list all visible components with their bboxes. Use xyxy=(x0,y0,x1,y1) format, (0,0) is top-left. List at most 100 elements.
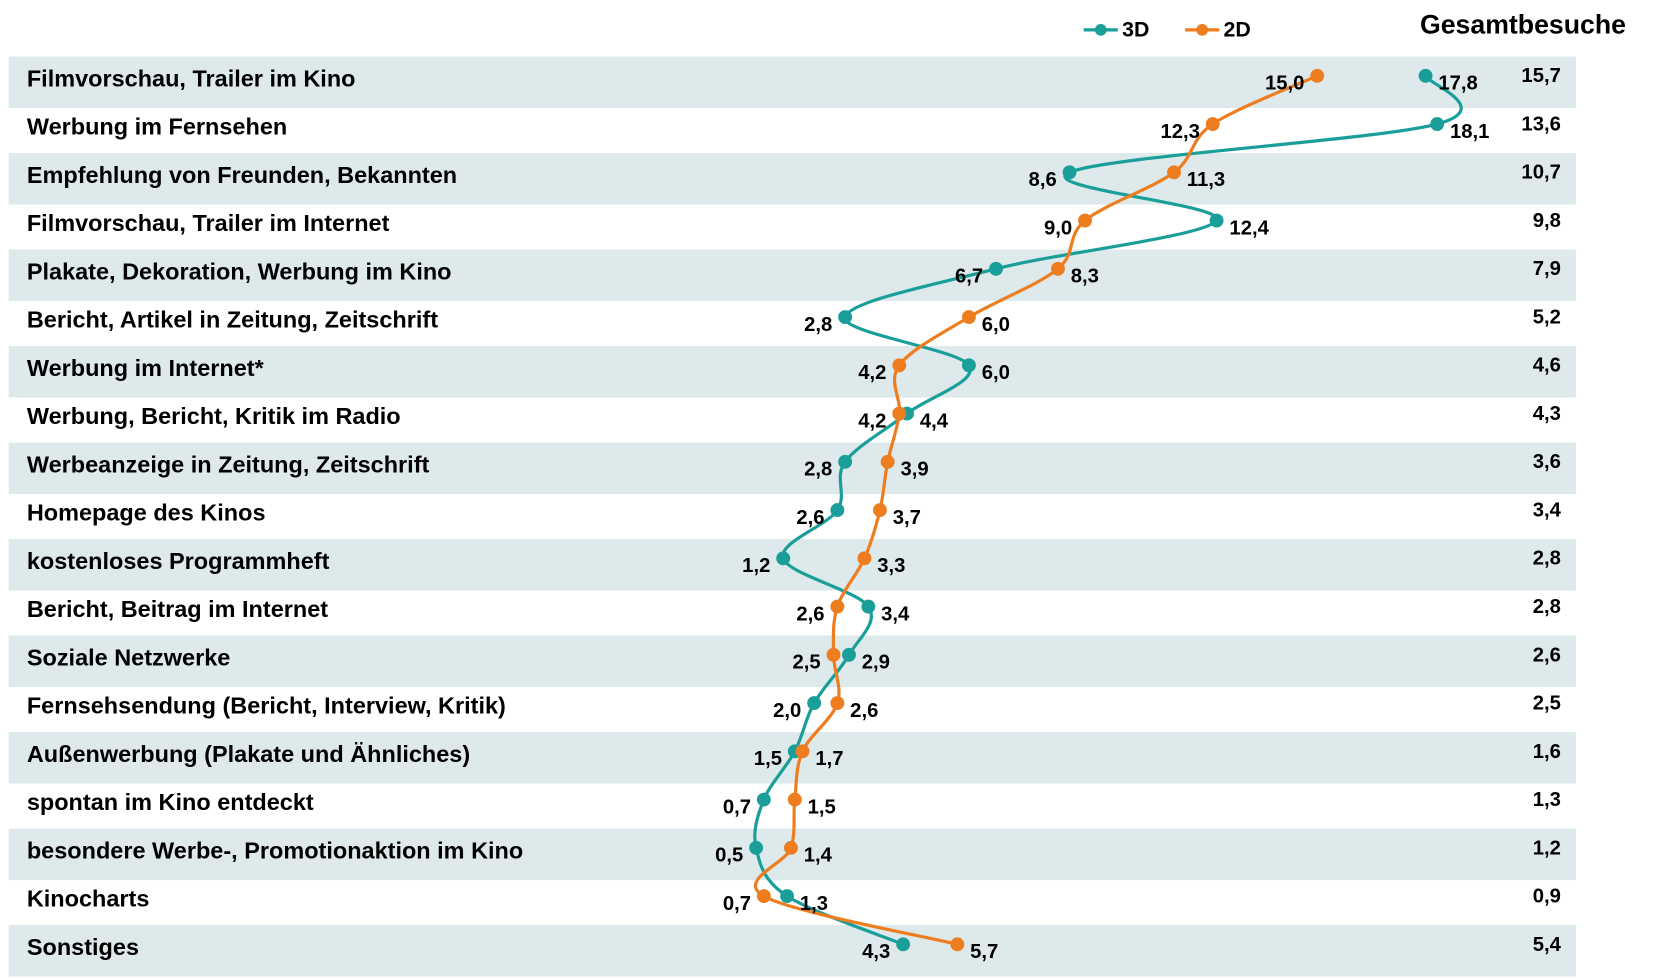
data-label: 6,0 xyxy=(982,314,1010,336)
data-label: 3,9 xyxy=(900,459,928,481)
total-value: 1,2 xyxy=(1533,837,1561,859)
data-label: 2,5 xyxy=(793,652,821,674)
total-value: 5,4 xyxy=(1533,934,1562,956)
data-label: 5,7 xyxy=(970,941,998,963)
series-line xyxy=(753,74,1463,946)
total-value: 9,8 xyxy=(1533,210,1561,232)
total-value: 10,7 xyxy=(1521,162,1560,184)
data-point xyxy=(1051,261,1065,276)
row-band xyxy=(8,346,1576,398)
data-point xyxy=(830,696,845,711)
data-label: 1,5 xyxy=(808,796,836,818)
category-label: spontan im Kino entdeckt xyxy=(27,789,314,815)
data-label: 17,8 xyxy=(1438,73,1477,95)
category-label: Werbung, Bericht, Kritik im Radio xyxy=(27,403,401,429)
data-label: 2,6 xyxy=(796,507,824,529)
totals-header: Gesamtbesuche xyxy=(1420,10,1626,40)
category-label: Fernsehsendung (Bericht, Interview, Krit… xyxy=(27,693,506,719)
data-point xyxy=(795,744,810,759)
total-value: 0,9 xyxy=(1533,886,1561,908)
category-label: kostenloses Programmheft xyxy=(27,548,330,574)
data-label: 0,5 xyxy=(715,845,743,867)
row-band xyxy=(8,539,1576,591)
row-band xyxy=(8,442,1576,495)
total-value: 5,2 xyxy=(1533,306,1561,328)
data-point xyxy=(857,551,872,566)
row-band xyxy=(8,925,1576,977)
data-point xyxy=(950,937,965,952)
data-point xyxy=(892,406,907,421)
data-point xyxy=(749,840,764,855)
data-point xyxy=(756,889,771,904)
total-value: 4,6 xyxy=(1533,355,1561,377)
data-point xyxy=(826,647,841,662)
total-value: 3,4 xyxy=(1533,499,1562,521)
total-value: 2,5 xyxy=(1533,693,1561,715)
row-band xyxy=(8,249,1576,302)
data-point xyxy=(872,503,887,518)
category-label: Empfehlung von Freunden, Bekannten xyxy=(27,162,457,188)
data-point xyxy=(756,792,771,807)
row-band xyxy=(8,153,1576,205)
data-label: 4,2 xyxy=(858,410,886,432)
data-label: 3,3 xyxy=(877,555,905,577)
data-point xyxy=(1418,68,1433,83)
data-label: 18,1 xyxy=(1450,121,1489,143)
total-value: 1,3 xyxy=(1533,789,1561,811)
data-label: 3,7 xyxy=(893,507,921,529)
data-point xyxy=(989,261,1003,276)
total-value: 15,7 xyxy=(1521,65,1560,87)
data-point xyxy=(1310,68,1325,83)
data-label: 9,0 xyxy=(1044,217,1072,239)
category-label: Bericht, Beitrag im Internet xyxy=(27,596,328,622)
data-label: 11,3 xyxy=(1187,169,1225,191)
data-point xyxy=(1205,117,1220,131)
data-point xyxy=(1078,213,1092,228)
data-label: 8,3 xyxy=(1071,266,1099,288)
total-value: 2,8 xyxy=(1533,596,1561,618)
data-label: 4,2 xyxy=(858,362,886,384)
data-label: 8,6 xyxy=(1029,169,1057,191)
data-point xyxy=(776,551,791,566)
data-label: 4,4 xyxy=(920,410,949,432)
data-point xyxy=(962,310,976,324)
data-point xyxy=(1209,213,1224,228)
total-value: 7,9 xyxy=(1533,258,1561,280)
data-point xyxy=(838,454,853,469)
data-label: 2,8 xyxy=(804,459,832,481)
data-point xyxy=(880,454,895,469)
category-label: Homepage des Kinos xyxy=(27,500,266,526)
total-value: 2,8 xyxy=(1533,548,1561,570)
data-label: 1,2 xyxy=(742,555,770,577)
data-label: 15,0 xyxy=(1265,73,1304,95)
category-label: Filmvorschau, Trailer im Internet xyxy=(27,210,390,236)
legend-marker xyxy=(1094,24,1107,36)
total-value: 1,6 xyxy=(1533,741,1561,763)
category-label: Werbung im Internet* xyxy=(27,355,265,381)
data-point xyxy=(1430,117,1445,131)
category-label: besondere Werbe-, Promotionaktion im Kin… xyxy=(27,837,523,863)
category-label: Werbeanzeige in Zeitung, Zeitschrift xyxy=(27,451,430,477)
data-point xyxy=(830,599,845,614)
data-point xyxy=(962,358,976,373)
data-label: 2,8 xyxy=(804,314,832,336)
data-label: 2,6 xyxy=(796,603,824,625)
data-point xyxy=(861,599,876,614)
data-point xyxy=(896,937,911,952)
data-label: 4,3 xyxy=(862,941,890,963)
legend-marker xyxy=(1196,24,1209,36)
legend-label: 2D xyxy=(1224,18,1251,42)
data-point xyxy=(783,840,798,855)
data-label: 1,5 xyxy=(754,748,782,770)
data-label: 2,9 xyxy=(862,652,890,674)
category-label: Soziale Netzwerke xyxy=(27,644,230,670)
category-label: Werbung im Fernsehen xyxy=(27,114,287,140)
row-bands xyxy=(8,56,1576,977)
data-label: 0,7 xyxy=(723,796,751,818)
data-point xyxy=(892,358,907,373)
data-label: 2,0 xyxy=(773,700,801,722)
data-point xyxy=(842,647,856,662)
legend-label: 3D xyxy=(1122,18,1149,42)
data-point xyxy=(787,792,802,807)
